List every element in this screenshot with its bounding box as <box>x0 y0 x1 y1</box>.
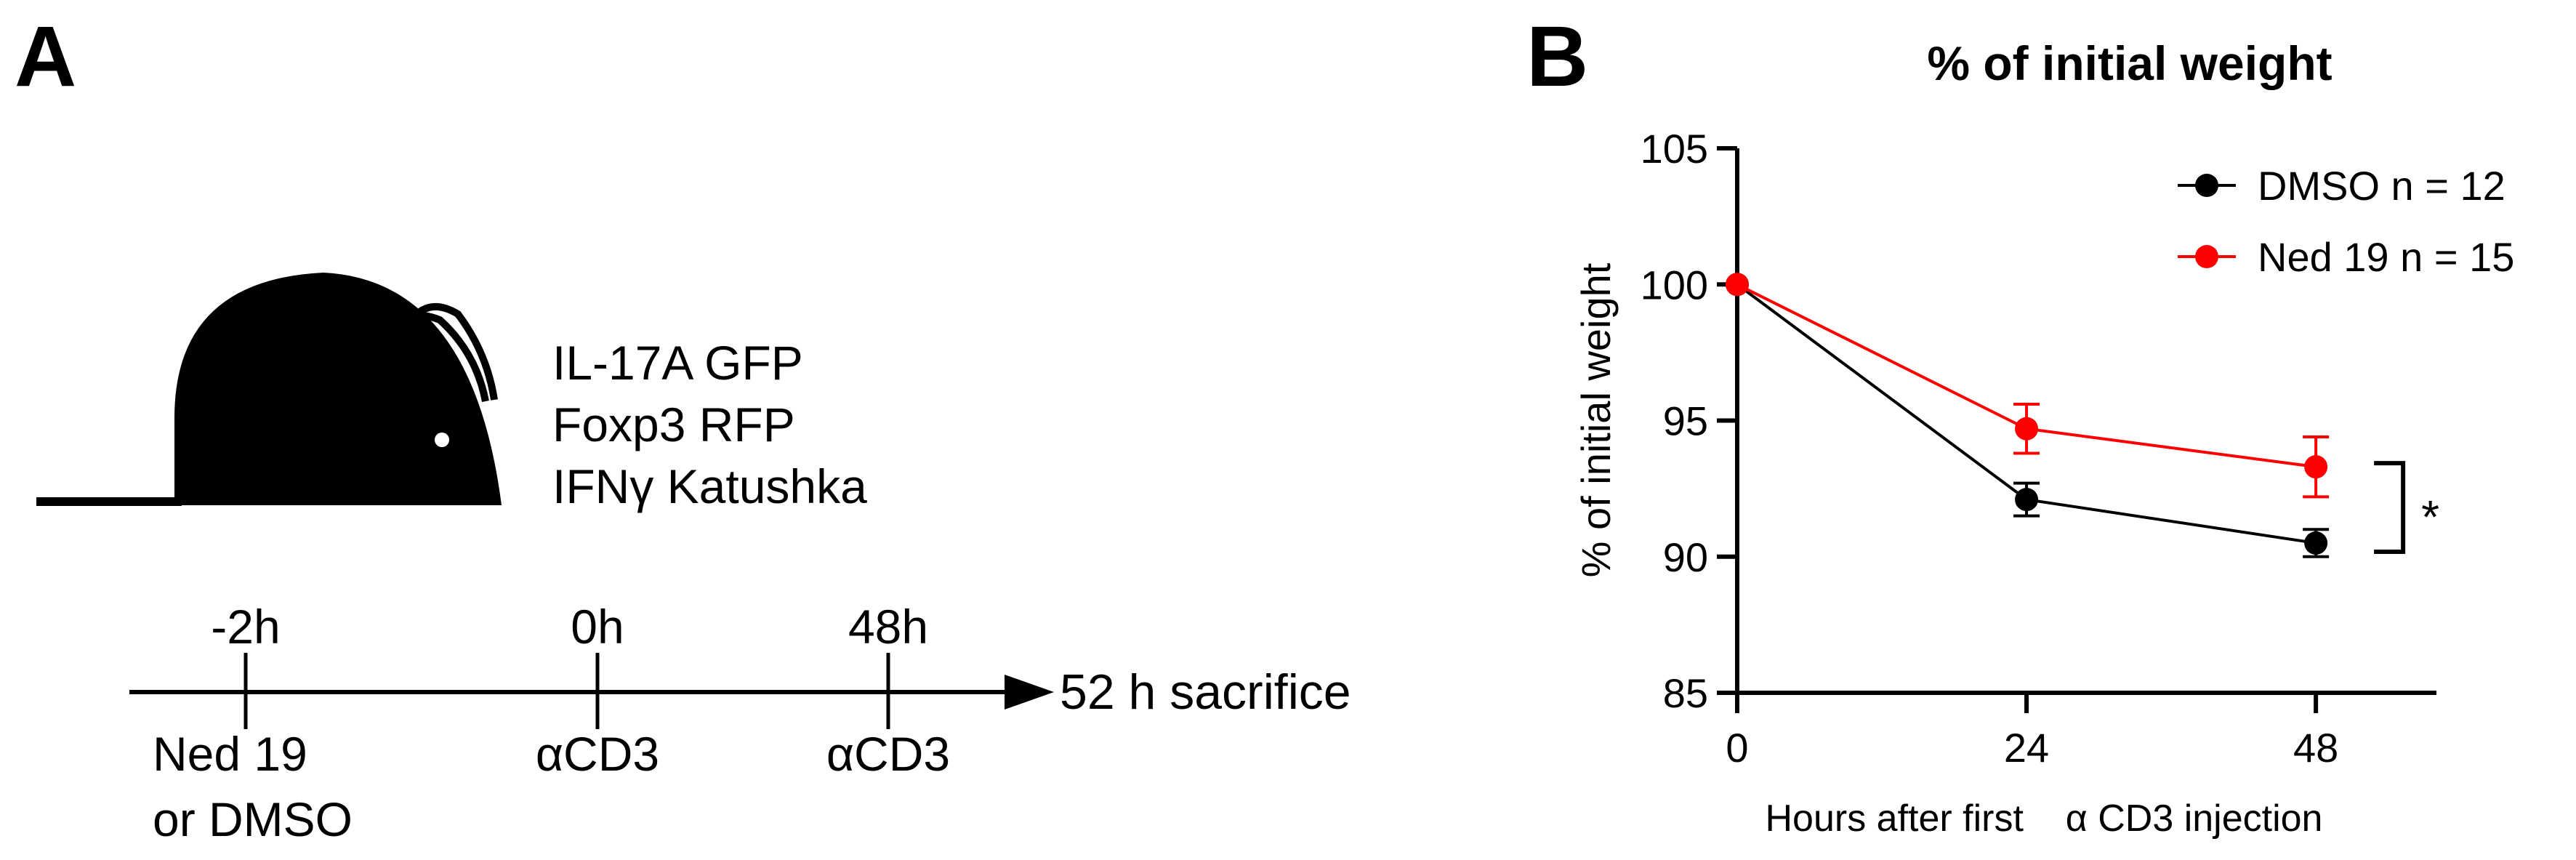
legend-marker <box>2195 174 2218 197</box>
mouse-genotype-line-3: IFNγ Katushka <box>552 459 867 513</box>
y-tick-label: 85 <box>1663 670 1708 716</box>
mouse-genotype-line-2: Foxp3 RFP <box>552 398 795 451</box>
legend-label: DMSO n = 12 <box>2258 163 2505 209</box>
plot-area <box>1726 273 2330 558</box>
panel-a-label: A <box>15 9 76 105</box>
y-axis-label: % of initial weight <box>1573 262 1619 577</box>
legend-marker <box>2195 245 2218 268</box>
significance-star: * <box>2421 491 2439 543</box>
x-tick-label: 24 <box>2004 725 2049 771</box>
data-point-dmso <box>2015 488 2039 512</box>
timeline-time-0h: 0h <box>571 600 624 654</box>
mouse-icon <box>36 273 502 506</box>
legend: DMSO n = 12 Ned 19 n = 15 <box>2178 163 2514 280</box>
y-axis: 85 90 95 100 105 % of initial weight <box>1573 126 1739 716</box>
y-tick-label: 100 <box>1641 262 1708 308</box>
data-point-dmso <box>2304 531 2328 555</box>
mouse-genotype-line-1: IL-17A GFP <box>552 336 803 390</box>
timeline-time-48h: 48h <box>848 600 928 654</box>
timeline-event-label: αCD3 <box>536 727 659 781</box>
timeline-end-label: 52 h sacrifice <box>1060 664 1351 720</box>
data-point-ned19 <box>1726 273 1749 297</box>
timeline-arrowhead <box>1005 675 1054 710</box>
x-ticks: 0 24 48 <box>1726 693 2338 771</box>
y-tick-label: 105 <box>1641 126 1708 172</box>
y-tick-label: 95 <box>1663 398 1708 444</box>
significance-bracket <box>2374 461 2406 555</box>
timeline-event-label: or DMSO <box>153 792 353 846</box>
timeline-time-minus-2h: -2h <box>211 600 280 654</box>
x-axis-label: Hours after first α CD3 injection <box>1766 797 2323 840</box>
x-tick-label: 48 <box>2293 725 2338 771</box>
x-axis: 0 24 48 Hours after first α CD3 injection <box>1726 691 2436 840</box>
panel-b: B % of initial weight 85 90 95 100 105 % of … <box>1526 9 2514 840</box>
significance-annotation: * <box>2374 461 2439 555</box>
y-tick-label: 90 <box>1663 534 1708 580</box>
x-tick-label: 0 <box>1726 725 1748 771</box>
chart-title: % of initial weight <box>1927 36 2332 90</box>
timeline-event-label: αCD3 <box>826 727 950 781</box>
panel-a: A IL-17A GFP Foxp3 RFP IFNγ Katushka 52 … <box>15 9 1351 846</box>
panel-b-label: B <box>1526 9 1588 105</box>
y-ticks: 85 90 95 100 105 <box>1641 126 1737 716</box>
timeline-event-label: Ned 19 <box>153 727 307 781</box>
data-point-ned19 <box>2304 455 2328 479</box>
data-point-ned19 <box>2015 417 2039 441</box>
timeline: 52 h sacrifice -2h Ned 19 or DMSO 0h αCD… <box>129 600 1351 846</box>
legend-label: Ned 19 n = 15 <box>2258 234 2514 280</box>
